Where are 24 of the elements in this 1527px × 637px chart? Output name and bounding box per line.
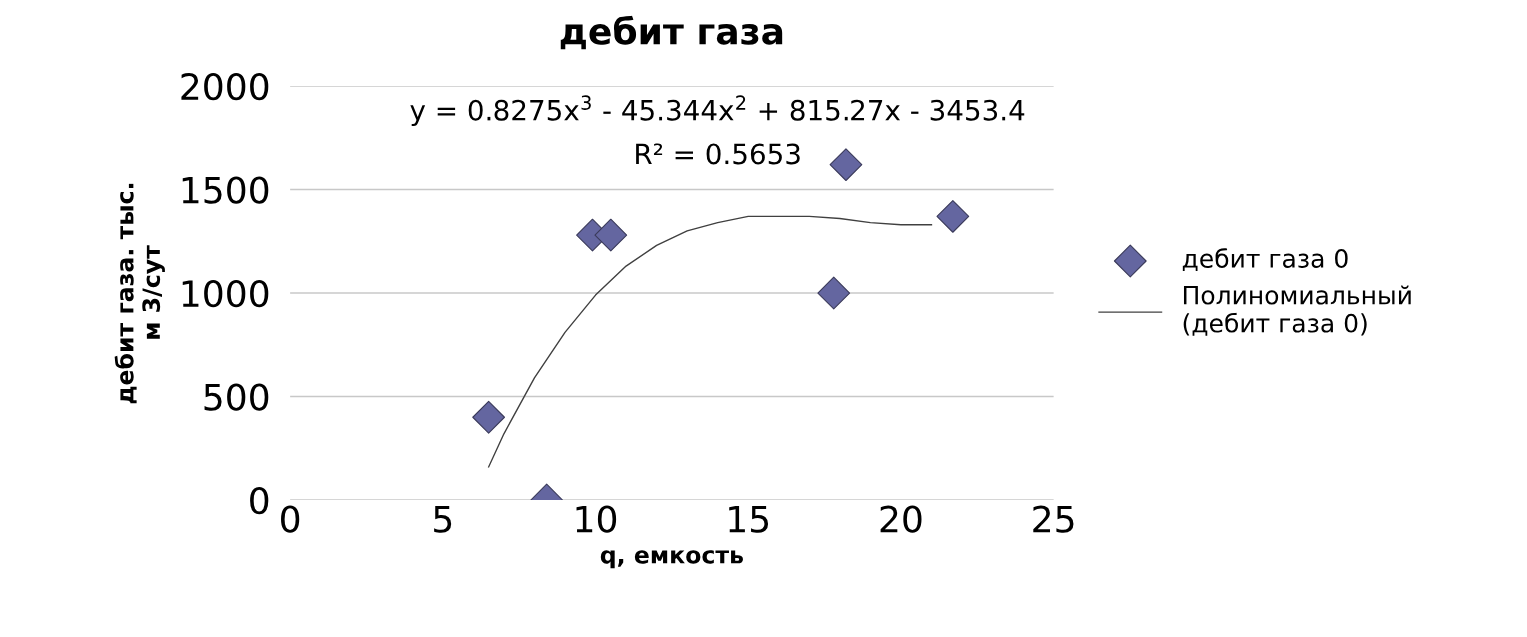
y-tick-label: 1000: [182, 279, 269, 308]
y-tick-label: 0: [250, 486, 269, 515]
point: [936, 200, 970, 233]
annotation: R² = 0.5653: [636, 143, 800, 165]
chart-title: дебит газа: [560, 15, 783, 50]
y-tick-label: 500: [204, 383, 269, 411]
y-axis-title: дебит газа. тыс. м 3/сут: [114, 183, 165, 404]
x-axis-title: q, емкость: [600, 550, 743, 569]
x-tick-label: 5: [434, 506, 452, 533]
legend-label: дебит газа 0: [1182, 248, 1348, 272]
point: [817, 276, 851, 310]
point: [829, 148, 863, 182]
x-tick-label: 0: [281, 505, 300, 533]
y-tick-label: 1500: [182, 176, 269, 204]
point: [594, 218, 628, 252]
x-tick-label: 15: [729, 506, 769, 533]
legend-label: Полиномиальный (дебит газа 0): [1183, 285, 1411, 336]
annotation: y = 0.8275x$^{3}$ - 45.344x$^{2}$ + 815.27x - 3453.4: [410, 95, 1025, 127]
y-tick-label: 2000: [181, 72, 269, 101]
x-tick-label: 20: [880, 505, 922, 533]
x-tick-label: 10: [576, 505, 617, 533]
point: [472, 400, 506, 434]
line-series: [487, 215, 933, 468]
x-tick-label: 25: [1033, 505, 1074, 533]
